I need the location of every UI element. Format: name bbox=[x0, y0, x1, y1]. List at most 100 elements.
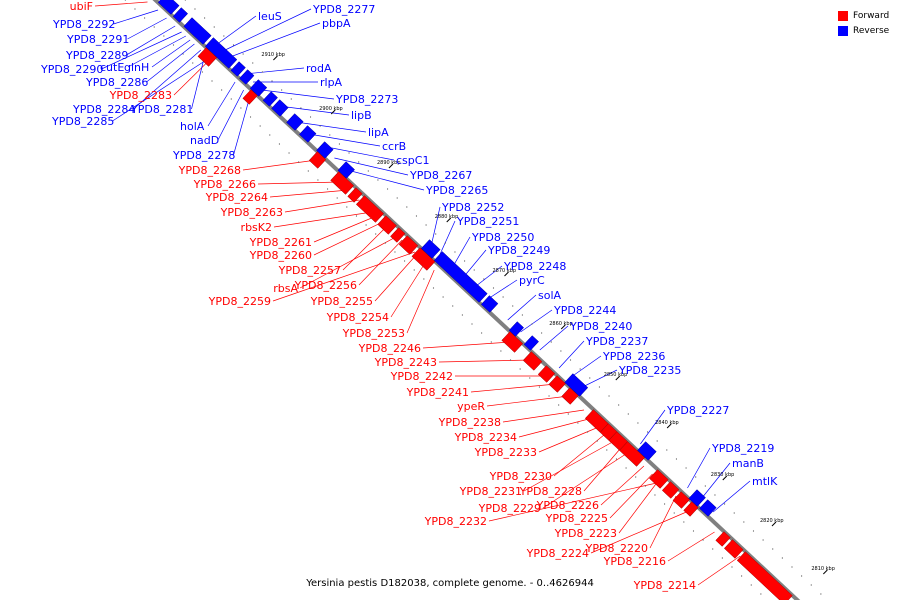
reverse-leader-line bbox=[127, 17, 167, 40]
minor-tick bbox=[461, 314, 463, 316]
gene-reverse bbox=[637, 441, 657, 461]
forward-leader-line bbox=[358, 239, 403, 286]
minor-tick bbox=[801, 575, 803, 577]
minor-tick bbox=[425, 224, 427, 226]
forward-leader-line bbox=[422, 341, 512, 349]
minor-tick bbox=[589, 377, 591, 379]
minor-tick bbox=[741, 575, 743, 577]
gene-reverse bbox=[239, 69, 255, 85]
minor-tick bbox=[577, 422, 579, 424]
gene-forward bbox=[723, 539, 744, 559]
minor-tick bbox=[442, 296, 444, 298]
gene-forward bbox=[561, 387, 579, 405]
gene-label-forward: YPD8_2266 bbox=[193, 178, 256, 191]
tick-mark bbox=[560, 324, 566, 330]
minor-tick bbox=[300, 107, 302, 109]
gene-label-reverse: glnH bbox=[124, 61, 149, 74]
gene-label-reverse: YPD8_2227 bbox=[666, 404, 729, 417]
minor-tick bbox=[810, 584, 812, 586]
forward-leader-line bbox=[553, 431, 608, 477]
minor-tick bbox=[685, 467, 687, 469]
gene-label-forward: YPD8_2232 bbox=[424, 515, 487, 528]
minor-tick bbox=[567, 413, 569, 415]
minor-tick bbox=[384, 242, 386, 244]
gene-label-forward: YPD8_2253 bbox=[342, 327, 405, 340]
gene-reverse bbox=[316, 141, 334, 159]
gene-label-forward: YPD8_2224 bbox=[526, 547, 589, 560]
minor-tick bbox=[509, 359, 512, 361]
gene-forward bbox=[377, 215, 397, 235]
map-caption: Yersinia pestis D182038, complete genome… bbox=[306, 578, 594, 589]
legend-reverse: Reverse bbox=[838, 23, 889, 38]
reverse-leader-line bbox=[308, 133, 381, 147]
minor-tick bbox=[750, 584, 752, 586]
tick-mark bbox=[273, 55, 278, 61]
reverse-leader-line bbox=[321, 145, 395, 161]
minor-tick bbox=[298, 161, 300, 163]
gene-label-forward: YPD8_2268 bbox=[178, 164, 241, 177]
minor-tick bbox=[309, 116, 312, 118]
tick-label: 2810 kbp bbox=[811, 566, 835, 572]
minor-tick bbox=[548, 395, 550, 397]
minor-tick bbox=[223, 35, 225, 37]
minor-tick bbox=[538, 386, 541, 388]
minor-tick bbox=[654, 494, 656, 496]
reverse-leader-line bbox=[151, 39, 191, 68]
gene-forward bbox=[330, 171, 355, 195]
minor-tick bbox=[704, 485, 706, 487]
forward-leader-line bbox=[374, 253, 418, 302]
forward-leader-line bbox=[518, 417, 593, 438]
gene-label-forward: YPD8_2233 bbox=[474, 446, 537, 459]
minor-tick bbox=[473, 269, 475, 271]
gene-label-reverse: YPD8_2235 bbox=[618, 364, 681, 377]
gene-label-forward: YPD8_2230 bbox=[489, 470, 552, 483]
gene-label-forward: YPD8_2283 bbox=[109, 89, 172, 102]
tick-mark bbox=[446, 217, 452, 223]
gene-label-forward: YPD8_2228 bbox=[519, 485, 582, 498]
tick-label: 2900 kbp bbox=[319, 106, 343, 112]
gene-reverse bbox=[564, 373, 589, 397]
gene-forward bbox=[522, 351, 543, 371]
minor-tick bbox=[329, 134, 331, 136]
minor-tick bbox=[192, 62, 194, 64]
minor-tick bbox=[406, 206, 408, 208]
minor-tick bbox=[714, 494, 716, 496]
minor-tick bbox=[675, 458, 678, 460]
reverse-leader-line bbox=[112, 57, 210, 122]
gene-label-reverse: ccrB bbox=[382, 140, 406, 153]
reverse-leader-line bbox=[146, 43, 195, 83]
minor-tick bbox=[201, 71, 203, 73]
gene-label-forward: YPD8_2242 bbox=[390, 370, 453, 383]
gene-label-reverse: mtlK bbox=[752, 475, 778, 488]
legend: Forward Reverse bbox=[838, 8, 889, 38]
reverse-leader-line bbox=[558, 340, 585, 369]
gene-reverse bbox=[249, 79, 268, 97]
reverse-leader-line bbox=[700, 462, 731, 501]
gene-label-reverse: rlpA bbox=[320, 76, 343, 89]
gene-label-reverse: rodA bbox=[306, 62, 332, 75]
forward-leader-line bbox=[542, 451, 630, 509]
tick-label: 2910 kbp bbox=[261, 52, 285, 58]
gene-label-reverse: pbpA bbox=[322, 17, 351, 30]
gene-forward bbox=[715, 531, 731, 547]
minor-tick bbox=[615, 458, 618, 460]
minor-tick bbox=[673, 512, 675, 514]
gene-label-reverse: YPD8_2240 bbox=[569, 320, 632, 333]
tick-mark bbox=[330, 109, 336, 115]
gene-label-forward: YPD8_2223 bbox=[554, 527, 617, 540]
minor-tick bbox=[432, 287, 435, 289]
minor-tick bbox=[500, 350, 502, 352]
gene-label-reverse: holA bbox=[180, 120, 205, 133]
minor-tick bbox=[204, 17, 206, 19]
minor-tick bbox=[259, 125, 261, 127]
minor-tick bbox=[646, 431, 649, 433]
gene-label-forward: YPD8_2234 bbox=[454, 431, 517, 444]
gene-label-forward: YPD8_2216 bbox=[603, 555, 666, 568]
reverse-leader-line bbox=[126, 25, 176, 56]
minor-tick bbox=[365, 224, 367, 226]
minor-tick bbox=[182, 53, 184, 55]
minor-tick bbox=[230, 98, 232, 100]
reverse-leader-line bbox=[295, 121, 367, 133]
forward-leader-line bbox=[313, 221, 384, 256]
